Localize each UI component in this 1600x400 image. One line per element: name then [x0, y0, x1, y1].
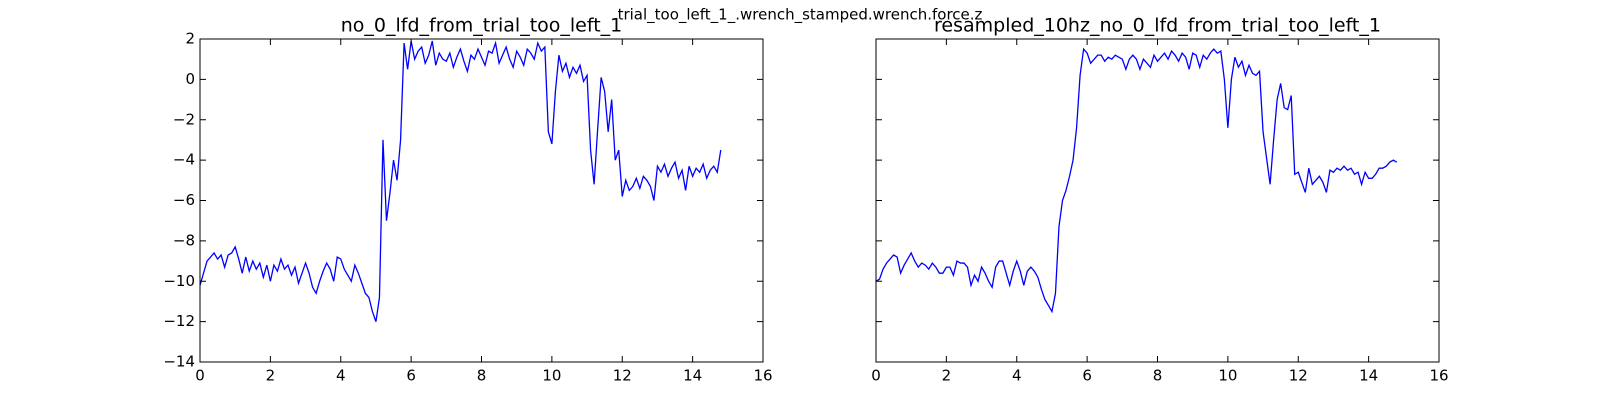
y-tick-label: −6 — [173, 191, 195, 209]
y-tick-label: −4 — [173, 151, 195, 169]
x-tick-label: 16 — [1429, 367, 1448, 385]
x-tick-label: 8 — [1153, 367, 1163, 385]
x-tick-label: 8 — [477, 367, 487, 385]
y-tick-label: 0 — [185, 70, 195, 88]
data-line — [875, 47, 1398, 314]
x-tick-label: 6 — [406, 367, 416, 385]
x-tick-label: 2 — [942, 367, 952, 385]
x-tick-label: 2 — [266, 367, 276, 385]
y-tick-label: −8 — [173, 231, 195, 249]
x-tick-label: 4 — [336, 367, 346, 385]
y-tick-label: 2 — [185, 30, 195, 48]
x-tick-label: 0 — [195, 367, 205, 385]
axes-title: resampled_10hz_no_0_lfd_from_trial_too_l… — [934, 15, 1381, 37]
x-tick-label: 0 — [871, 367, 881, 385]
y-tick-label: −12 — [163, 312, 195, 330]
axes-title: no_0_lfd_from_trial_too_left_1 — [341, 15, 623, 37]
x-tick-label: 10 — [1218, 367, 1237, 385]
y-tick-label: −14 — [163, 353, 195, 371]
x-tick-label: 4 — [1012, 367, 1022, 385]
x-tick-label: 12 — [1289, 367, 1308, 385]
x-tick-label: 6 — [1082, 367, 1092, 385]
x-tick-label: 10 — [542, 367, 561, 385]
x-tick-label: 14 — [1359, 367, 1378, 385]
figure-title: trial_too_left_1_.wrench_stamped.wrench.… — [618, 6, 983, 25]
y-tick-label: −10 — [163, 272, 195, 290]
x-tick-label: 12 — [613, 367, 632, 385]
y-tick-label: −2 — [173, 110, 195, 128]
data-line — [199, 40, 722, 322]
x-tick-label: 16 — [753, 367, 772, 385]
x-tick-label: 14 — [683, 367, 702, 385]
